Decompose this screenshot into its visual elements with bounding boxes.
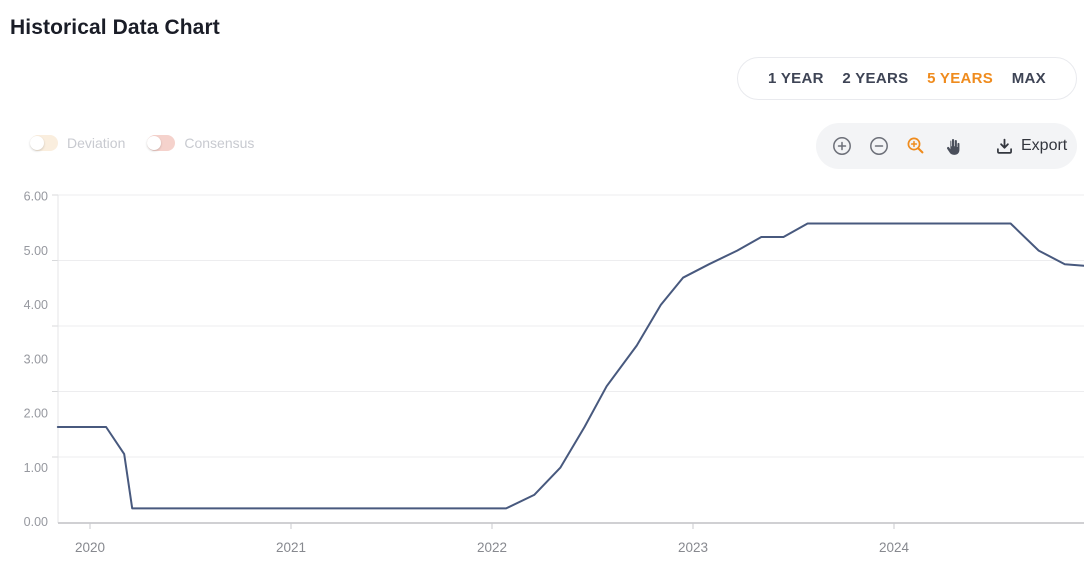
y-axis-label: 0.00 — [24, 515, 48, 529]
range-button-5-years[interactable]: 5 YEARS — [927, 70, 994, 87]
y-axis-label: 1.00 — [24, 461, 48, 475]
range-button-2-years[interactable]: 2 YEARS — [842, 70, 909, 87]
range-button-1-year[interactable]: 1 YEAR — [768, 70, 824, 87]
deviation-toggle-knob — [30, 136, 44, 150]
y-axis-label: 3.00 — [24, 352, 48, 366]
zoom-out-icon — [870, 137, 888, 155]
consensus-toggle[interactable] — [147, 135, 176, 151]
page-title: Historical Data Chart — [10, 16, 220, 39]
zoom-in-icon — [833, 137, 851, 155]
export-label: Export — [1021, 137, 1068, 154]
x-axis-label: 2024 — [879, 540, 910, 555]
x-axis-label: 2023 — [678, 540, 708, 555]
toggle-label: Deviation — [67, 135, 126, 151]
series-toggles: Deviation Consensus — [30, 135, 254, 151]
toggle-group-consensus: Consensus — [147, 135, 254, 151]
zoom-selection-button[interactable] — [906, 135, 926, 157]
zoom-in-button[interactable] — [832, 135, 852, 157]
y-axis-label: 4.00 — [24, 298, 48, 312]
range-button-max[interactable]: MAX — [1011, 70, 1046, 87]
consensus-toggle-knob — [147, 136, 162, 150]
time-range-selector: 1 YEAR 2 YEARS 5 YEARS MAX — [737, 57, 1077, 100]
toggle-group-deviation: Deviation — [30, 135, 125, 151]
x-axis-label: 2020 — [75, 540, 105, 555]
y-axis-label: 2.00 — [24, 407, 48, 421]
deviation-toggle[interactable] — [30, 135, 58, 151]
zoom-selection-icon — [907, 137, 924, 154]
zoom-out-button[interactable] — [869, 135, 889, 157]
toggle-label: Consensus — [184, 135, 255, 151]
pan-hand-icon — [946, 138, 960, 155]
y-axis-label: 6.00 — [24, 190, 48, 204]
export-button[interactable]: Export — [996, 137, 1067, 155]
pan-button[interactable] — [943, 135, 962, 157]
chart-toolbar: Export — [816, 123, 1077, 169]
download-icon — [997, 138, 1012, 154]
x-axis-label: 2021 — [276, 540, 306, 555]
y-axis-label: 5.00 — [24, 244, 48, 258]
chart-plot-area[interactable] — [58, 195, 1084, 523]
data-line — [56, 222, 1084, 510]
x-axis-label: 2022 — [477, 540, 507, 555]
